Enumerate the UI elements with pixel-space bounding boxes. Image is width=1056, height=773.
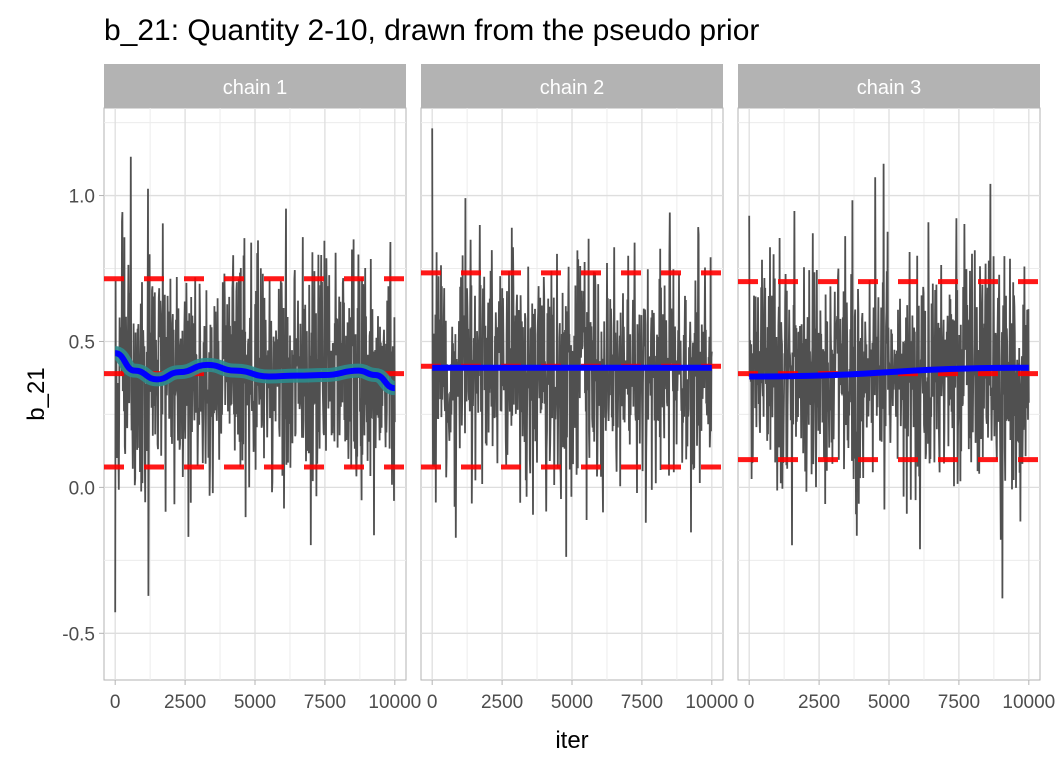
x-axis-label: iter — [555, 727, 588, 754]
x-tick-label: 2500 — [798, 692, 840, 713]
facet-strip-label: chain 1 — [223, 77, 288, 99]
x-tick-label: 5000 — [551, 692, 593, 713]
trace-line — [114, 156, 396, 613]
smooth-line — [114, 350, 396, 392]
smooth-line — [749, 364, 1029, 380]
x-tick-label: 10000 — [1002, 692, 1055, 713]
x-tick-label: 7500 — [621, 692, 663, 713]
y-tick-label: 0.0 — [69, 478, 95, 499]
facet-strip-label: chain 2 — [540, 77, 605, 99]
y-tick-label: 1.0 — [69, 187, 95, 208]
x-tick-label: 0 — [744, 692, 755, 713]
x-tick-label: 2500 — [164, 692, 206, 713]
y-tick-label: -0.5 — [62, 624, 95, 645]
x-tick-label: 5000 — [868, 692, 910, 713]
facet-panel-1: chain 1 0 2500 5000 7500 10000 -0.5 0.0 0.5 1.0 — [62, 64, 421, 713]
x-tick-label: 2500 — [481, 692, 523, 713]
x-tick-label: 0 — [110, 692, 121, 713]
x-tick-label: 10000 — [368, 692, 421, 713]
facet-strip — [738, 64, 1040, 108]
facet-panel-3: chain 3 0 2500 5000 7500 10000 — [737, 64, 1055, 713]
x-tick-label: 7500 — [304, 692, 346, 713]
y-tick-label: 0.5 — [69, 332, 95, 353]
facet-strip — [104, 64, 406, 108]
x-tick-label: 5000 — [234, 692, 276, 713]
facet-strip-label: chain 3 — [857, 77, 922, 99]
y-axis-label: b_21 — [23, 367, 50, 420]
chart-title: b_21: Quantity 2-10, drawn from the pseu… — [104, 14, 759, 47]
x-tick-label: 0 — [427, 692, 438, 713]
trace-line — [748, 163, 1030, 599]
x-tick-label: 10000 — [685, 692, 738, 713]
facet-strip — [421, 64, 723, 108]
x-tick-label: 7500 — [938, 692, 980, 713]
facet-panel-2: chain 2 0 2500 5000 7500 10000 — [420, 64, 738, 713]
